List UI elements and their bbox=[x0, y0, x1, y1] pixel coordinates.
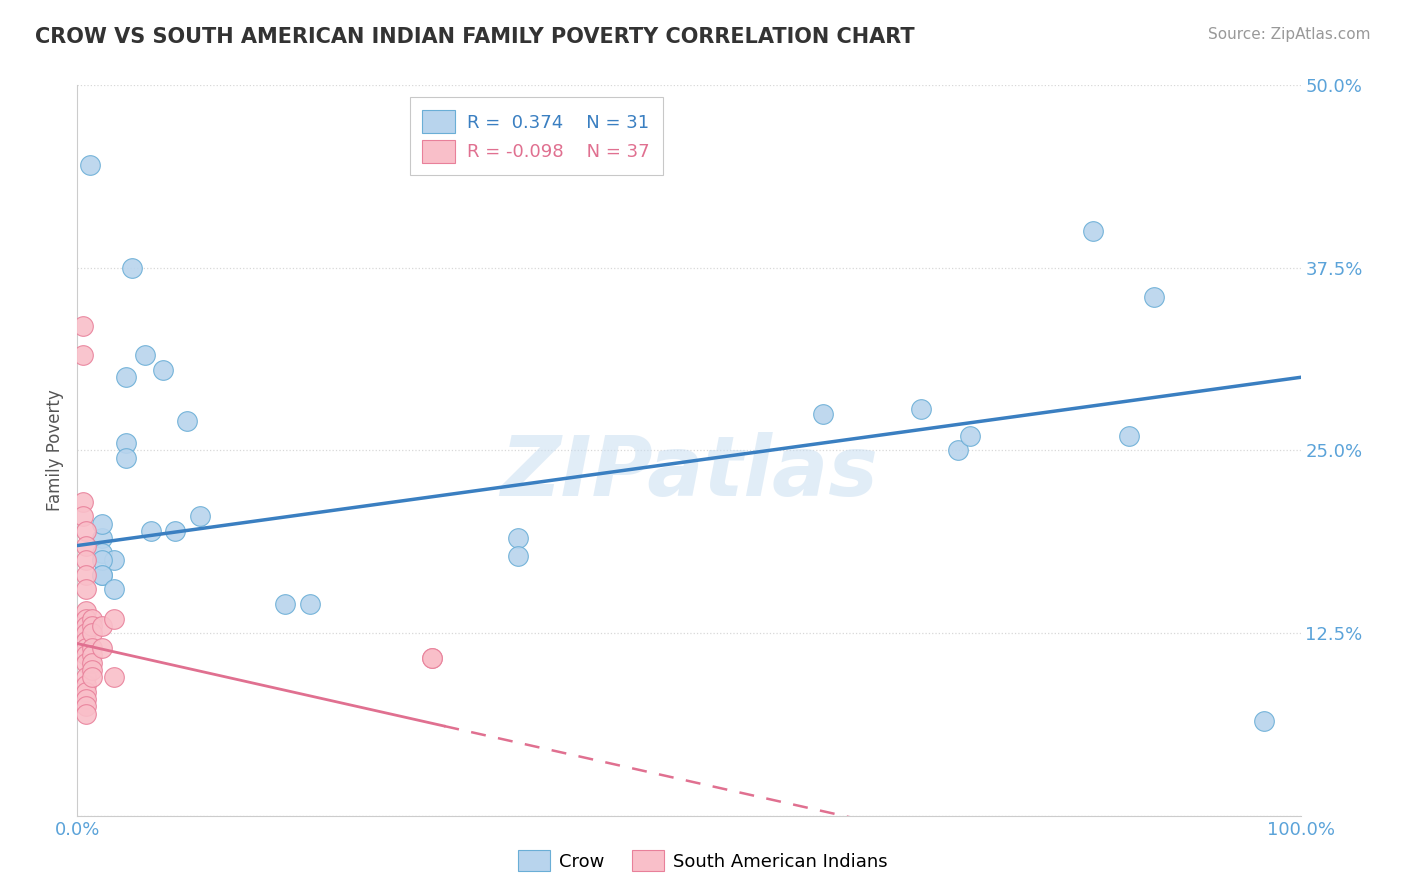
Point bbox=[72, 348, 94, 362]
Point bbox=[79, 158, 101, 172]
Point bbox=[420, 651, 443, 665]
Point bbox=[90, 567, 112, 582]
Point bbox=[80, 656, 103, 670]
Point bbox=[90, 567, 112, 582]
Point bbox=[75, 582, 97, 597]
Point bbox=[80, 626, 103, 640]
Point bbox=[103, 553, 125, 567]
Point bbox=[80, 648, 103, 663]
Point bbox=[90, 553, 112, 567]
Text: Source: ZipAtlas.com: Source: ZipAtlas.com bbox=[1208, 27, 1371, 42]
Point bbox=[959, 429, 981, 443]
Point bbox=[75, 604, 97, 618]
Point bbox=[90, 531, 112, 545]
Point bbox=[506, 549, 529, 563]
Point bbox=[75, 699, 97, 714]
Point bbox=[75, 612, 97, 626]
Point bbox=[90, 546, 112, 560]
Legend: Crow, South American Indians: Crow, South American Indians bbox=[510, 843, 896, 879]
Point bbox=[75, 677, 97, 691]
Point bbox=[75, 567, 97, 582]
Point bbox=[75, 670, 97, 684]
Y-axis label: Family Poverty: Family Poverty bbox=[46, 390, 65, 511]
Point bbox=[80, 640, 103, 655]
Point bbox=[910, 402, 932, 417]
Point bbox=[152, 363, 174, 377]
Point bbox=[75, 706, 97, 721]
Point bbox=[139, 524, 162, 538]
Point bbox=[80, 612, 103, 626]
Point bbox=[80, 663, 103, 677]
Point bbox=[115, 436, 138, 450]
Point bbox=[80, 619, 103, 633]
Point bbox=[90, 619, 112, 633]
Legend: R =  0.374    N = 31, R = -0.098    N = 37: R = 0.374 N = 31, R = -0.098 N = 37 bbox=[409, 97, 662, 176]
Point bbox=[75, 692, 97, 706]
Point bbox=[75, 640, 97, 655]
Point bbox=[75, 619, 97, 633]
Point bbox=[75, 524, 97, 538]
Point bbox=[1118, 429, 1140, 443]
Point bbox=[72, 494, 94, 508]
Point bbox=[813, 407, 835, 421]
Point bbox=[103, 612, 125, 626]
Point bbox=[1253, 714, 1275, 728]
Point bbox=[103, 582, 125, 597]
Point bbox=[75, 626, 97, 640]
Point bbox=[80, 670, 103, 684]
Point bbox=[134, 348, 156, 362]
Text: CROW VS SOUTH AMERICAN INDIAN FAMILY POVERTY CORRELATION CHART: CROW VS SOUTH AMERICAN INDIAN FAMILY POV… bbox=[35, 27, 915, 46]
Point bbox=[115, 450, 138, 465]
Point bbox=[75, 656, 97, 670]
Point bbox=[103, 670, 125, 684]
Point bbox=[1143, 290, 1166, 304]
Point bbox=[121, 260, 143, 275]
Text: ZIPatlas: ZIPatlas bbox=[501, 432, 877, 513]
Point bbox=[90, 516, 112, 531]
Point bbox=[176, 414, 198, 428]
Point bbox=[72, 509, 94, 524]
Point bbox=[75, 553, 97, 567]
Point bbox=[298, 597, 321, 611]
Point bbox=[90, 640, 112, 655]
Point bbox=[115, 370, 138, 384]
Point bbox=[75, 633, 97, 648]
Point bbox=[75, 648, 97, 663]
Point bbox=[506, 531, 529, 545]
Point bbox=[188, 509, 211, 524]
Point bbox=[420, 651, 443, 665]
Point bbox=[72, 319, 94, 334]
Point bbox=[1081, 224, 1104, 238]
Point bbox=[75, 539, 97, 553]
Point bbox=[75, 685, 97, 699]
Point bbox=[946, 443, 969, 458]
Point bbox=[165, 524, 187, 538]
Point bbox=[274, 597, 297, 611]
